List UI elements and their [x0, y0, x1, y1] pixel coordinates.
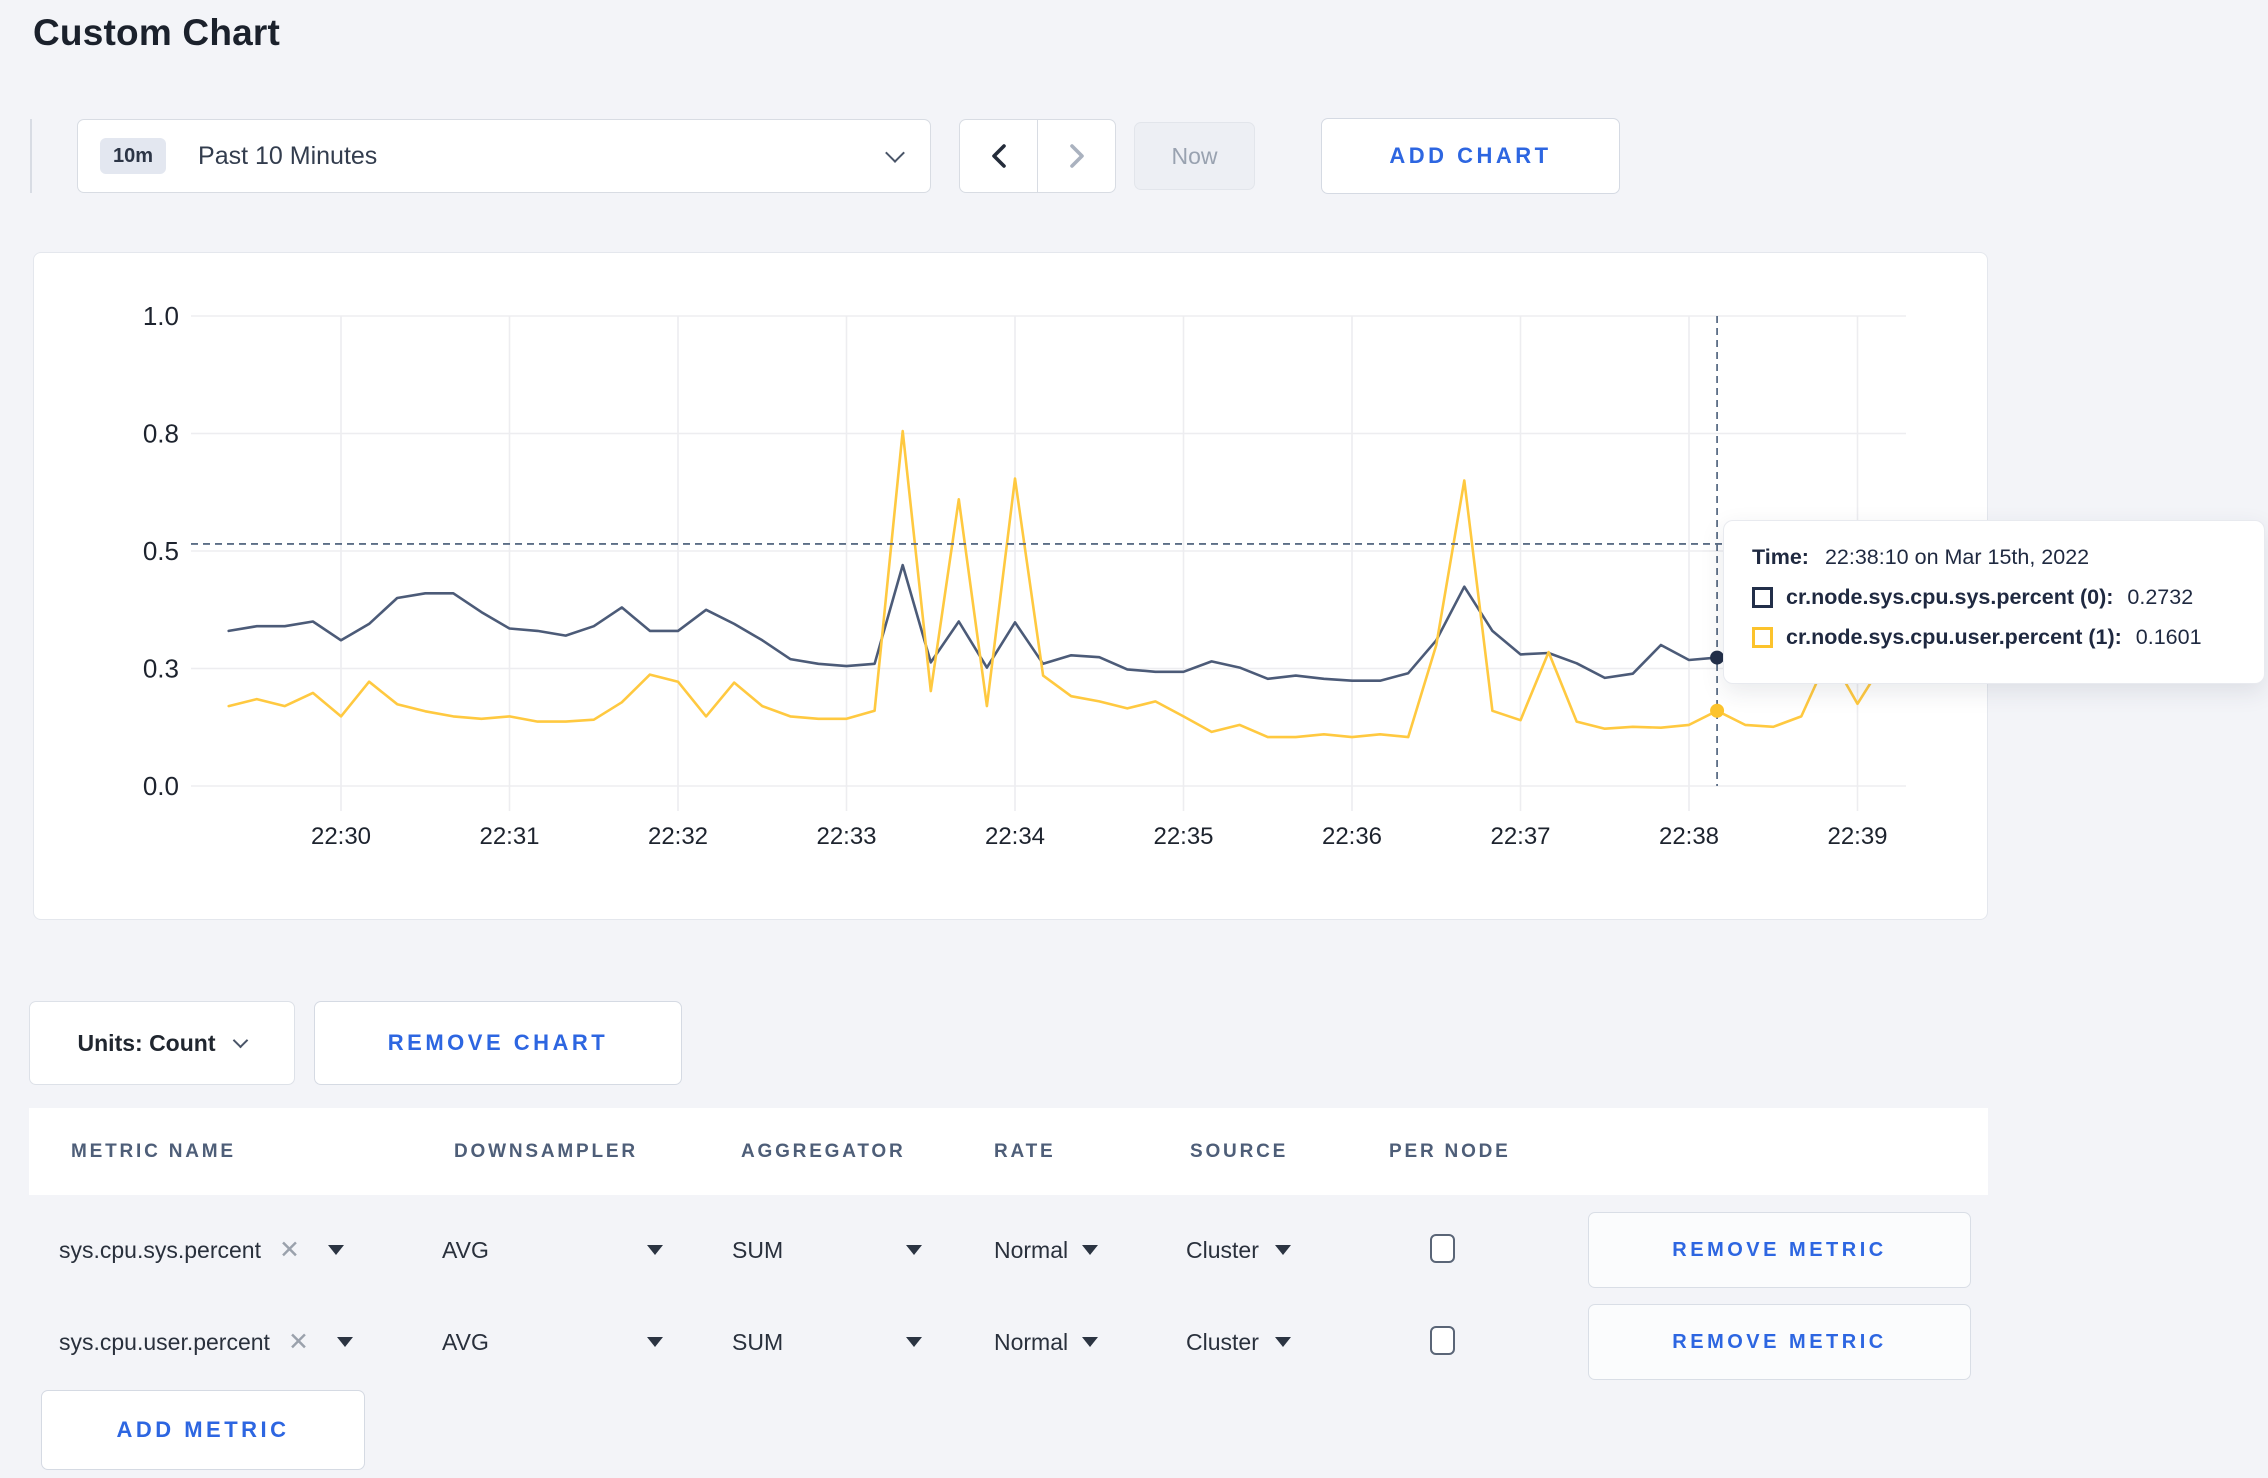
toolbar-divider: [30, 119, 32, 193]
downsampler-value: AVG: [442, 1328, 489, 1355]
rate-dropdown[interactable]: Normal: [994, 1304, 1099, 1380]
triangle-down-icon: [1274, 1245, 1291, 1255]
metric-name-dropdown[interactable]: sys.cpu.user.percent ✕: [59, 1304, 353, 1380]
triangle-down-icon[interactable]: [336, 1337, 353, 1347]
svg-text:22:30: 22:30: [311, 823, 371, 850]
time-range-select[interactable]: 10m Past 10 Minutes: [77, 119, 931, 193]
triangle-down-icon: [1082, 1337, 1099, 1347]
rate-value: Normal: [994, 1328, 1069, 1355]
per-node-checkbox[interactable]: [1430, 1234, 1455, 1263]
svg-text:1.0: 1.0: [143, 301, 179, 331]
page-title: Custom Chart: [33, 12, 281, 53]
remove-metric-button[interactable]: REMOVE METRIC: [1588, 1212, 1971, 1288]
metric-row: sys.cpu.sys.percent ✕ AVG SUM Normal Clu…: [0, 1212, 2268, 1288]
triangle-down-icon: [647, 1245, 663, 1255]
aggregator-value: SUM: [732, 1236, 784, 1263]
prev-time-button[interactable]: [960, 120, 1037, 192]
metric-name-dropdown[interactable]: sys.cpu.sys.percent ✕: [59, 1212, 344, 1288]
per-node-checkbox[interactable]: [1430, 1326, 1455, 1355]
next-time-button[interactable]: [1037, 120, 1115, 192]
units-label: Units: Count: [77, 1029, 216, 1056]
source-dropdown[interactable]: Cluster: [1186, 1304, 1291, 1380]
add-metric-button[interactable]: ADD METRIC: [41, 1390, 365, 1470]
svg-text:22:35: 22:35: [1153, 823, 1213, 850]
tooltip-series-value: 0.2732: [2127, 585, 2194, 609]
svg-text:0.5: 0.5: [143, 536, 179, 566]
col-header-rate: RATE: [994, 1140, 1056, 1162]
triangle-down-icon: [906, 1245, 922, 1255]
svg-text:22:39: 22:39: [1827, 823, 1887, 850]
x-icon[interactable]: ✕: [278, 1236, 300, 1264]
time-nav-group: [959, 119, 1116, 193]
rate-value: Normal: [994, 1236, 1069, 1263]
chevron-down-icon: [885, 143, 905, 163]
tooltip-series-name: cr.node.sys.cpu.user.percent (1):: [1786, 625, 2122, 649]
aggregator-value: SUM: [732, 1328, 784, 1355]
triangle-down-icon: [1274, 1337, 1291, 1347]
triangle-down-icon: [906, 1337, 922, 1347]
tooltip-time-value: 22:38:10 on Mar 15th, 2022: [1824, 545, 2090, 569]
triangle-down-icon: [1082, 1245, 1099, 1255]
svg-text:22:31: 22:31: [479, 823, 539, 850]
chart-svg[interactable]: 1.0 0.8 0.5 0.3 0.0 22:30 22:31 22:32 22:33 22:34…: [34, 253, 1986, 918]
now-button[interactable]: Now: [1134, 122, 1255, 190]
col-header-metric-name: METRIC NAME: [71, 1140, 236, 1162]
tooltip-series-name: cr.node.sys.cpu.sys.percent (0):: [1786, 585, 2114, 609]
metric-name-label: sys.cpu.sys.percent: [59, 1236, 261, 1263]
col-header-aggregator: AGGREGATOR: [741, 1140, 906, 1162]
add-chart-button[interactable]: ADD CHART: [1321, 118, 1620, 194]
time-range-badge: 10m: [100, 138, 167, 174]
tooltip-series-value: 0.1601: [2135, 625, 2202, 649]
svg-text:22:32: 22:32: [648, 823, 708, 850]
chevron-left-icon: [991, 144, 1006, 168]
svg-text:0.8: 0.8: [143, 419, 179, 449]
chevron-right-icon: [1069, 144, 1084, 168]
svg-text:22:38: 22:38: [1659, 823, 1719, 850]
tooltip-series-row: cr.node.sys.cpu.user.percent (1): 0.1601: [1752, 625, 2236, 650]
downsampler-dropdown[interactable]: AVG: [442, 1304, 663, 1380]
chevron-down-icon: [233, 1032, 249, 1048]
tooltip-time-label: Time:: [1752, 545, 1809, 569]
metrics-table-header: METRIC NAME DOWNSAMPLER AGGREGATOR RATE …: [29, 1108, 1988, 1195]
svg-text:22:33: 22:33: [816, 823, 876, 850]
col-header-source: SOURCE: [1190, 1140, 1289, 1162]
svg-text:0.0: 0.0: [143, 771, 179, 801]
user-series-swatch-icon: [1752, 627, 1773, 648]
col-header-downsampler: DOWNSAMPLER: [454, 1140, 638, 1162]
tooltip-series-row: cr.node.sys.cpu.sys.percent (0): 0.2732: [1752, 585, 2236, 610]
remove-chart-button[interactable]: REMOVE CHART: [314, 1001, 682, 1085]
tooltip-time-row: Time: 22:38:10 on Mar 15th, 2022: [1752, 545, 2236, 570]
source-value: Cluster: [1186, 1236, 1259, 1263]
time-range-label: Past 10 Minutes: [198, 141, 378, 170]
source-value: Cluster: [1186, 1328, 1259, 1355]
downsampler-value: AVG: [442, 1236, 489, 1263]
remove-metric-button[interactable]: REMOVE METRIC: [1588, 1304, 1971, 1380]
source-dropdown[interactable]: Cluster: [1186, 1212, 1291, 1288]
col-header-per-node: PER NODE: [1389, 1140, 1511, 1162]
triangle-down-icon: [647, 1337, 663, 1347]
chart-card: 1.0 0.8 0.5 0.3 0.0 22:30 22:31 22:32 22:33 22:34…: [33, 252, 1988, 920]
sys-series-swatch-icon: [1752, 587, 1773, 608]
svg-text:22:34: 22:34: [985, 823, 1045, 850]
svg-text:22:37: 22:37: [1490, 823, 1550, 850]
svg-text:22:36: 22:36: [1322, 823, 1382, 850]
aggregator-dropdown[interactable]: SUM: [732, 1304, 922, 1380]
chart-tooltip: Time: 22:38:10 on Mar 15th, 2022 cr.node…: [1723, 520, 2265, 684]
rate-dropdown[interactable]: Normal: [994, 1212, 1099, 1288]
triangle-down-icon[interactable]: [327, 1245, 344, 1255]
units-dropdown[interactable]: Units: Count: [29, 1001, 295, 1085]
aggregator-dropdown[interactable]: SUM: [732, 1212, 922, 1288]
x-icon[interactable]: ✕: [287, 1328, 309, 1356]
metric-row: sys.cpu.user.percent ✕ AVG SUM Normal Cl…: [0, 1304, 2268, 1380]
downsampler-dropdown[interactable]: AVG: [442, 1212, 663, 1288]
svg-text:0.3: 0.3: [143, 654, 179, 684]
metric-name-label: sys.cpu.user.percent: [59, 1328, 270, 1355]
